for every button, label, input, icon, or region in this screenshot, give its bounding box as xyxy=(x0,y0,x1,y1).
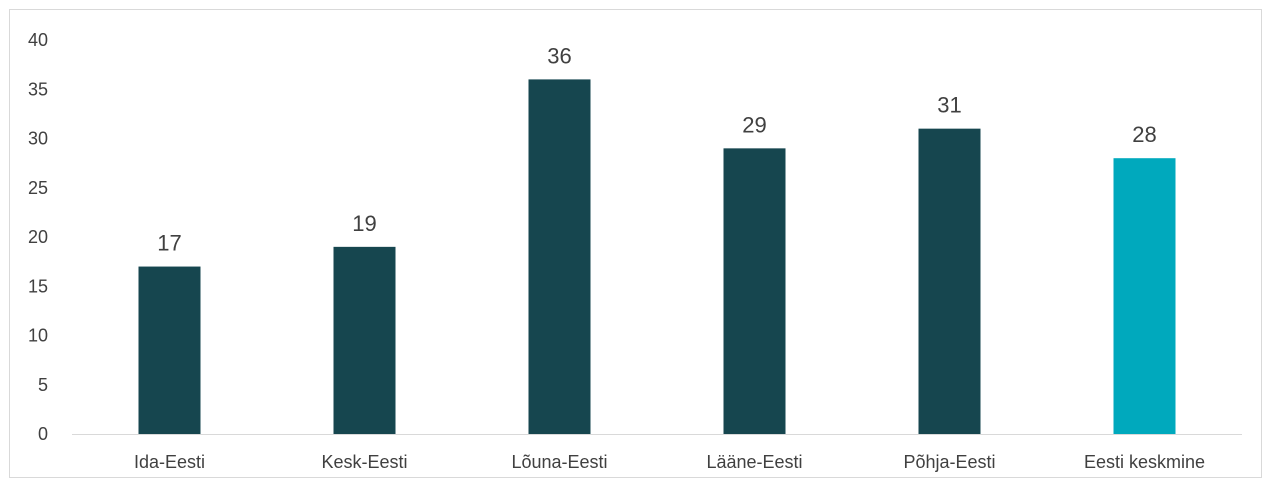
x-tick-label: Eesti keskmine xyxy=(1084,452,1205,472)
y-tick-label: 40 xyxy=(28,30,48,50)
x-tick-label: Põhja-Eesti xyxy=(903,452,995,472)
data-label: 17 xyxy=(157,231,181,256)
y-tick-label: 20 xyxy=(28,227,48,247)
data-label: 28 xyxy=(1132,122,1156,147)
data-label: 31 xyxy=(937,93,961,118)
data-label: 36 xyxy=(547,43,571,68)
x-axis: Ida-Eesti Kesk-Eesti Lõuna-Eesti Lääne-Eest… xyxy=(134,452,1205,472)
x-tick-label: Kesk-Eesti xyxy=(321,452,407,472)
y-tick-label: 35 xyxy=(28,79,48,99)
bar-series xyxy=(138,79,1176,435)
y-tick-label: 25 xyxy=(28,178,48,198)
bar xyxy=(528,79,591,435)
y-tick-label: 10 xyxy=(28,326,48,346)
bar xyxy=(1113,158,1176,434)
y-tick-label: 30 xyxy=(28,129,48,149)
bar xyxy=(333,246,396,434)
x-tick-label: Lääne-Eesti xyxy=(706,452,802,472)
x-tick-label: Ida-Eesti xyxy=(134,452,205,472)
y-tick-label: 0 xyxy=(38,424,48,444)
bar xyxy=(138,266,201,434)
x-tick-label: Lõuna-Eesti xyxy=(511,452,607,472)
data-label: 19 xyxy=(352,211,376,236)
data-label: 29 xyxy=(742,112,766,137)
chart-area xyxy=(9,9,1262,478)
bar xyxy=(723,148,786,434)
data-labels: 17 19 36 29 31 28 xyxy=(157,43,1156,255)
bar xyxy=(918,128,981,434)
y-tick-label: 5 xyxy=(38,375,48,395)
y-tick-label: 15 xyxy=(28,276,48,296)
y-axis: 0 5 10 15 20 25 30 35 40 xyxy=(28,30,48,444)
